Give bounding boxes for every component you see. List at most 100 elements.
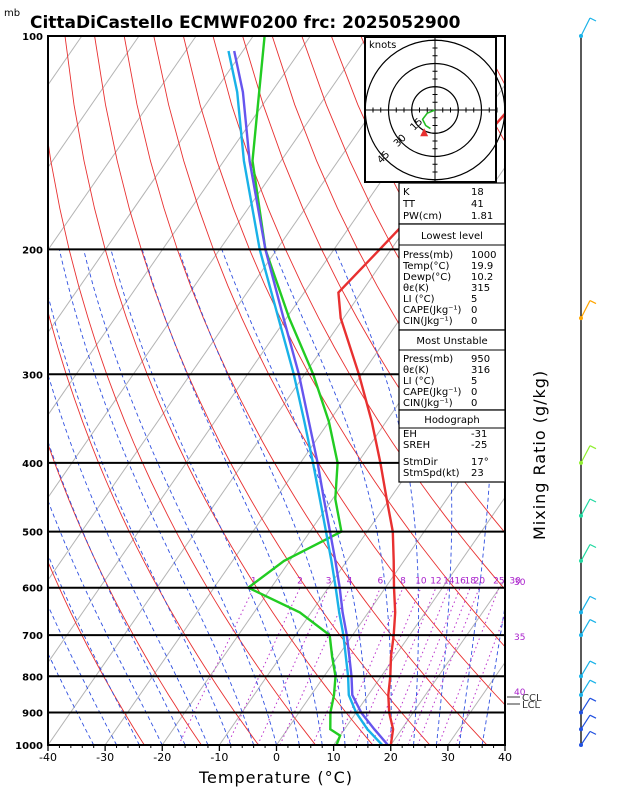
wind-barb-flag — [589, 679, 597, 684]
table-row-label: TT — [402, 199, 416, 210]
dry-adiabat — [568, 36, 618, 745]
mixing-ratio-label: 25 — [493, 577, 504, 587]
table-row-label: Temp(°C) — [402, 261, 450, 272]
moist-adiabat — [48, 440, 186, 745]
table-row-label: CIN(Jkg⁻¹) — [403, 316, 453, 327]
moist-adiabat — [83, 249, 277, 745]
wind-barb-staff — [580, 498, 591, 517]
p-tick-label: 500 — [22, 528, 43, 539]
storm-motion-marker — [420, 128, 429, 137]
theta-label: 40 — [514, 688, 526, 698]
wind-barb-flag — [589, 619, 597, 624]
wind-barb-staff — [580, 714, 591, 730]
profiles — [227, 36, 505, 745]
p-tick-label: 700 — [22, 631, 43, 642]
table-box — [398, 182, 506, 225]
moist-adiabat — [48, 293, 232, 745]
table-row-value: 19.9 — [471, 261, 493, 272]
wind-barb-staff — [580, 596, 591, 613]
p-tick-label: 300 — [22, 370, 43, 381]
x-tick-label: 10 — [327, 751, 341, 764]
p-tick-label: 800 — [22, 672, 43, 683]
x-tick-label: -30 — [96, 751, 114, 764]
hodograph-trace — [421, 109, 436, 130]
mixing-ratio-line — [455, 613, 505, 745]
p-tick-label: 100 — [22, 32, 43, 43]
wind-barb-staff — [580, 300, 591, 319]
p-tick-label: 200 — [22, 245, 43, 256]
mixing-ratio-line — [371, 587, 437, 745]
wind-barb-staff — [580, 660, 591, 677]
table-row-value: 315 — [471, 283, 490, 294]
x-axis-title: Temperature (°C) — [198, 768, 353, 787]
level-label: LCL — [522, 700, 541, 711]
isotherm — [104, 166, 505, 745]
x-tick-label: -40 — [39, 751, 57, 764]
x-tick-label: -10 — [210, 751, 228, 764]
table-row-value: 316 — [471, 365, 490, 376]
table-row-label: StmSpd(kt) — [403, 468, 460, 479]
table-row-label: StmDir — [403, 457, 438, 468]
table-title: Lowest level — [421, 231, 483, 242]
table-row-label: Press(mb) — [403, 354, 453, 365]
wind-barb-flag — [589, 595, 597, 600]
wind-barb-flag — [589, 714, 597, 719]
moist-adiabat — [48, 604, 117, 745]
moist-adiabat — [178, 249, 346, 745]
mixing-ratio-label: 6 — [377, 577, 383, 587]
x-tick-label: 20 — [384, 751, 398, 764]
table-title: Hodograph — [424, 415, 479, 426]
mixing-ratio-label: 30 — [509, 577, 521, 587]
dry-adiabat — [539, 36, 618, 745]
table-row-value: 0 — [471, 305, 477, 316]
moist-adiabat — [458, 249, 493, 745]
hodograph-ring — [364, 39, 506, 181]
isotherm — [390, 579, 505, 745]
unit-label: mb — [4, 8, 20, 19]
p-tick-label: 600 — [22, 584, 43, 595]
table-row-value: 18 — [471, 187, 484, 198]
x-tick-label: 30 — [441, 751, 455, 764]
isotherm — [48, 36, 311, 416]
table-row-value: 1000 — [471, 250, 496, 261]
wind-barb-flag — [589, 660, 597, 665]
profile-line — [245, 36, 343, 745]
table-row-value: 0 — [471, 398, 477, 409]
mixing-ratio-line — [417, 587, 480, 745]
wind-barb-staff — [580, 679, 591, 696]
hodograph-unit-label: knots — [369, 40, 396, 51]
moist-adiabat — [48, 652, 95, 745]
x-tick-label: 40 — [498, 751, 512, 764]
wind-barb-staff — [580, 544, 591, 562]
level-label: CCL — [522, 693, 542, 704]
isotherm — [48, 36, 197, 251]
wind-barb-flag — [589, 730, 597, 735]
moist-adiabat — [48, 499, 163, 745]
mixing-ratio-line — [178, 587, 255, 745]
dry-adiabat — [48, 310, 259, 745]
x-tick-label: -20 — [153, 751, 171, 764]
table-row-label: θε(K) — [403, 365, 429, 376]
dry-adiabat — [242, 36, 505, 534]
dry-adiabat — [271, 36, 505, 478]
dry-adiabat — [48, 139, 316, 745]
mixing-ratio-line — [384, 587, 450, 745]
mixing-ratio-line — [407, 587, 471, 745]
mixing-ratio-label: 18 — [464, 577, 476, 587]
moist-adiabat — [221, 249, 369, 745]
table-title: Most Unstable — [416, 336, 487, 347]
isotherm — [276, 414, 505, 745]
wind-barb-flag — [589, 697, 597, 702]
p-tick-label: 1000 — [15, 741, 43, 752]
chart-title: CittaDiCastello ECMWF0200 frc: 202505290… — [30, 13, 461, 33]
indices-tables: K 18 TT 41 PW(cm) 1.81 Lowest level Press(mb) 10… — [398, 182, 506, 483]
wind-barb-flag — [589, 543, 597, 549]
mixing-ratio-line — [279, 587, 351, 745]
mixing-ratio-line — [227, 587, 301, 745]
p-tick-label: 400 — [22, 459, 43, 470]
dry-adiabat — [598, 36, 618, 745]
mixing-ratio-label: 3 — [326, 577, 332, 587]
wind-barb-staff — [580, 445, 591, 464]
